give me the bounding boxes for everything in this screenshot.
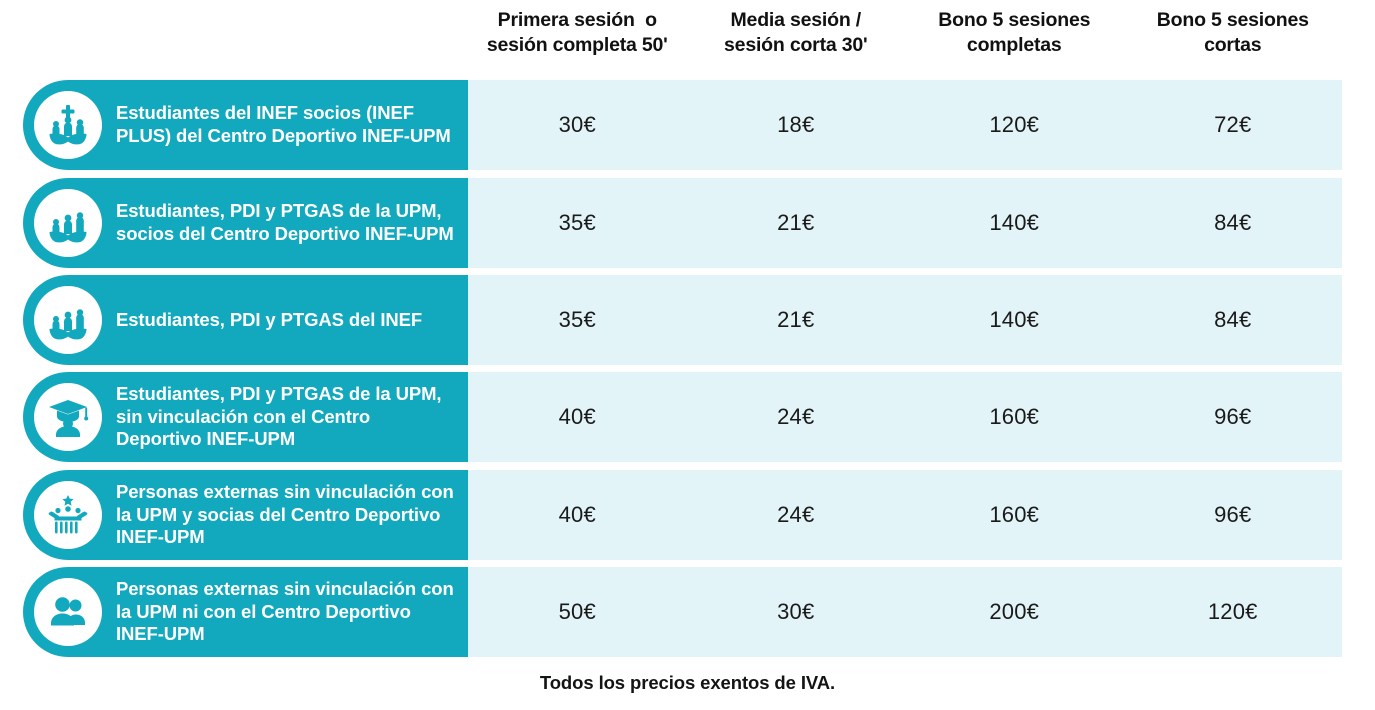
row-price-stripe: 50€ 30€ 200€ 120€ [468,567,1342,657]
row-label-text: Estudiantes, PDI y PTGAS del INEF [116,308,423,330]
price-cell: 140€ [989,210,1040,235]
graduate-icon [34,383,102,451]
row-label-text: Estudiantes del INEF socios (INEF PLUS) … [116,102,451,146]
table-row: Personas externas sin vinculación con la… [0,567,1375,657]
students-book-icon [34,286,102,354]
column-header-bono-cortas: Bono 5 sesiones cortas [1156,9,1309,56]
price-cell: 21€ [777,307,815,332]
price-cell: 96€ [1214,404,1252,429]
column-header-media-sesion: Media sesión / sesión corta 30' [724,9,868,56]
price-cell: 72€ [1214,112,1252,137]
price-cell: 84€ [1214,307,1252,332]
price-cell: 160€ [989,404,1040,429]
price-cell: 24€ [777,502,815,527]
row-price-stripe: 35€ 21€ 140€ 84€ [468,178,1342,268]
row-label-text: Personas externas sin vinculación con la… [116,577,454,645]
students-book-icon [34,189,102,257]
row-label-pill: Estudiantes, PDI y PTGAS de la UPM, soci… [23,178,468,268]
students-book-cross-icon [34,91,102,159]
column-header-bono-completas: Bono 5 sesiones completas [938,9,1091,56]
price-cell: 30€ [558,112,596,137]
price-cell: 30€ [777,599,815,624]
footer-note: Todos los precios exentos de IVA. [539,672,836,693]
table-row: Estudiantes del INEF socios (INEF PLUS) … [0,80,1375,170]
price-cell: 200€ [989,599,1040,624]
row-label-pill: Estudiantes, PDI y PTGAS de la UPM, sin … [23,372,468,462]
row-label-text: Estudiantes, PDI y PTGAS de la UPM, soci… [116,200,454,244]
row-label-text: Personas externas sin vinculación con la… [116,480,454,548]
table-row: Estudiantes, PDI y PTGAS de la UPM, sin … [0,372,1375,462]
row-label-pill: Personas externas sin vinculación con la… [23,567,468,657]
price-cell: 160€ [989,502,1040,527]
row-price-stripe: 35€ 21€ 140€ 84€ [468,275,1342,365]
price-cell: 35€ [558,307,596,332]
price-cell: 35€ [558,210,596,235]
price-cell: 84€ [1214,210,1252,235]
price-cell: 40€ [558,404,596,429]
price-cell: 40€ [558,502,596,527]
price-cell: 21€ [777,210,815,235]
table-row: Estudiantes, PDI y PTGAS de la UPM, soci… [0,178,1375,268]
price-cell: 140€ [989,307,1040,332]
price-cell: 120€ [1207,599,1258,624]
table-row: Estudiantes, PDI y PTGAS del INEF 35€ 21… [0,275,1375,365]
people-star-icon [34,481,102,549]
row-label-text: Estudiantes, PDI y PTGAS de la UPM, sin … [116,382,442,450]
row-label-pill: Estudiantes del INEF socios (INEF PLUS) … [23,80,468,170]
two-people-icon [34,578,102,646]
price-cell: 24€ [777,404,815,429]
row-label-pill: Personas externas sin vinculación con la… [23,470,468,560]
price-cell: 50€ [558,599,596,624]
row-label-pill: Estudiantes, PDI y PTGAS del INEF [23,275,468,365]
price-cell: 18€ [777,112,815,137]
price-cell: 120€ [989,112,1040,137]
price-cell: 96€ [1214,502,1252,527]
row-price-stripe: 30€ 18€ 120€ 72€ [468,80,1342,170]
row-price-stripe: 40€ 24€ 160€ 96€ [468,470,1342,560]
column-header-primera-sesion: Primera sesión o sesión completa 50' [486,9,668,56]
table-row: Personas externas sin vinculación con la… [0,470,1375,560]
row-price-stripe: 40€ 24€ 160€ 96€ [468,372,1342,462]
table-header-row: Primera sesión o sesión completa 50' Med… [468,0,1342,70]
